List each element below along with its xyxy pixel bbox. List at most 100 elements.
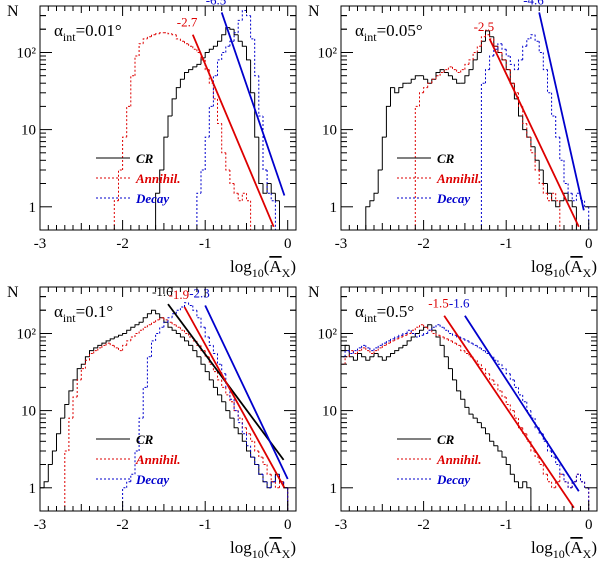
x-tick-label: -3 xyxy=(34,236,47,252)
hist-decay xyxy=(196,10,276,230)
slope-label-red: -2.7 xyxy=(177,15,198,30)
x-tick-label: -2 xyxy=(417,517,430,533)
bin-cr xyxy=(93,347,98,351)
bin-cr xyxy=(76,368,82,380)
bin-cr xyxy=(369,356,374,361)
bin-cr xyxy=(155,192,160,230)
bin-annihil xyxy=(348,350,354,357)
bin-decay xyxy=(212,75,218,107)
bin-cr xyxy=(167,322,173,328)
bin-decay xyxy=(196,192,201,230)
plot-frame xyxy=(39,5,297,231)
bin-annihil xyxy=(159,317,164,320)
hist-cr xyxy=(155,27,280,230)
bin-decay xyxy=(485,69,490,84)
bin-decay xyxy=(352,350,358,354)
bin-cr xyxy=(212,45,218,50)
bin-annihil xyxy=(443,69,449,73)
bin-cr xyxy=(217,387,222,396)
bin-cr xyxy=(47,464,53,482)
bin-cr xyxy=(509,464,515,475)
legend: CR Annihil. Decay xyxy=(397,151,481,206)
bin-cr xyxy=(485,427,490,435)
bin-cr xyxy=(369,200,374,207)
bin-cr xyxy=(212,379,218,388)
x-tick-label: 0 xyxy=(284,236,292,252)
bin-cr xyxy=(419,329,424,334)
bin-cr xyxy=(246,46,251,61)
bin-annihil xyxy=(365,347,370,352)
bin-annihil xyxy=(435,75,441,80)
bin-decay xyxy=(410,330,416,334)
bin-cr xyxy=(410,78,416,84)
bin-decay xyxy=(146,356,152,388)
plot-frame xyxy=(340,286,598,512)
bin-annihil xyxy=(130,75,135,107)
bin-decay xyxy=(179,306,185,311)
bin-annihil xyxy=(84,359,90,369)
bin-decay xyxy=(394,336,399,339)
bin-cr xyxy=(196,63,201,67)
bin-cr xyxy=(204,364,210,373)
bin-cr xyxy=(493,441,498,447)
bin-decay xyxy=(233,32,239,42)
bin-decay xyxy=(208,337,214,346)
bin-annihil xyxy=(452,66,457,71)
bin-decay xyxy=(217,353,222,365)
bin-cr xyxy=(274,473,280,482)
bin-cr xyxy=(390,353,395,357)
bin-decay xyxy=(258,75,263,117)
bin-cr xyxy=(105,340,111,344)
bin-cr xyxy=(241,433,247,442)
bin-cr xyxy=(56,433,61,451)
bin-annihil xyxy=(361,347,366,351)
bin-annihil xyxy=(175,34,181,40)
bin-annihil xyxy=(439,72,445,76)
bin-annihil xyxy=(217,98,222,124)
bin-decay xyxy=(134,450,140,475)
legend-label-annihil: Annihil. xyxy=(135,171,180,186)
legend-label-cr: CR xyxy=(136,432,154,447)
bin-cr xyxy=(447,356,453,370)
bin-annihil xyxy=(179,327,185,331)
bin-cr xyxy=(151,309,156,314)
bin-cr xyxy=(118,334,123,337)
bin-annihil xyxy=(452,340,457,344)
bin-annihil xyxy=(122,344,127,351)
bin-annihil xyxy=(385,342,391,346)
bin-decay xyxy=(522,45,527,60)
bin-decay xyxy=(171,313,177,318)
bin-cr xyxy=(221,34,226,42)
bin-cr xyxy=(394,350,399,354)
bin-annihil xyxy=(167,32,173,35)
bin-annihil xyxy=(101,344,107,348)
bin-decay xyxy=(534,34,540,42)
plot-frame xyxy=(39,286,297,512)
slope-label-blue: -6.5 xyxy=(206,0,227,7)
x-tick-label: -3 xyxy=(335,236,348,252)
fit-line-red xyxy=(183,306,286,489)
bin-annihil xyxy=(460,345,465,352)
bin-cr xyxy=(246,441,251,452)
x-tick-label: -1 xyxy=(199,236,212,252)
bin-decay xyxy=(369,347,374,352)
bin-annihil xyxy=(423,324,428,328)
bin-annihil xyxy=(64,450,69,511)
hist-cr xyxy=(365,30,577,230)
bin-annihil xyxy=(485,34,490,37)
bin-annihil xyxy=(542,464,548,475)
bin-cr xyxy=(468,69,474,76)
bin-cr xyxy=(80,363,86,369)
slope-label-red: -1.9 xyxy=(169,287,190,302)
legend-label-cr: CR xyxy=(437,432,455,447)
bin-cr xyxy=(501,52,507,61)
bin-cr xyxy=(522,116,527,131)
bin-annihil xyxy=(93,350,98,354)
fit-line-red xyxy=(191,34,275,228)
bin-decay xyxy=(505,49,511,57)
bin-decay xyxy=(530,34,536,39)
bin-annihil xyxy=(188,43,193,47)
bin-decay xyxy=(126,481,131,488)
x-axis-label: log10(AX) xyxy=(531,538,597,561)
bin-annihil xyxy=(480,364,486,370)
